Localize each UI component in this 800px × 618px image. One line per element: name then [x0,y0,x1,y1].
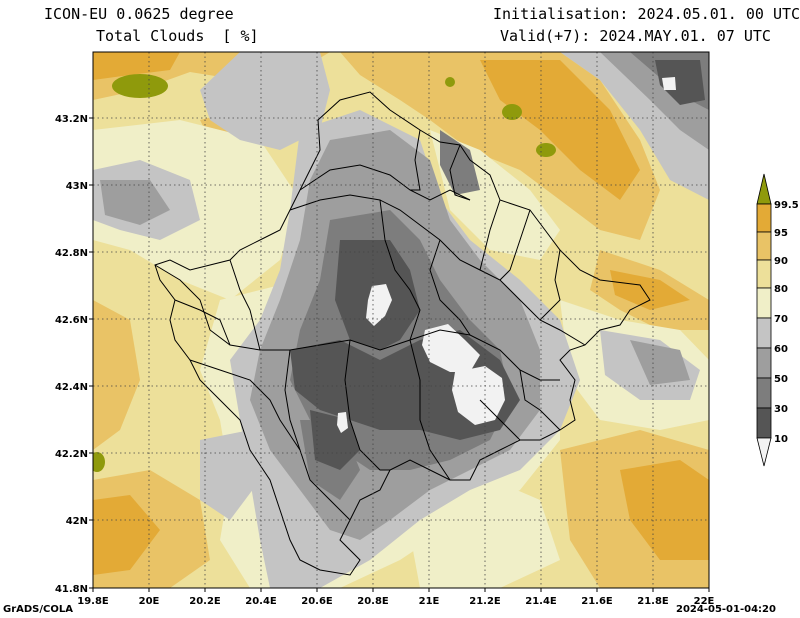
cloud-field [89,52,709,588]
lat-label: 42.2N [55,449,88,460]
lon-label: 20.8E [357,596,389,607]
colorbar-segment [757,260,771,288]
colorbar-segment [757,232,771,260]
lat-label: 42.8N [55,248,88,259]
colorbar-label: 80 [774,284,788,295]
colorbar-segment [757,288,771,318]
colorbar-label: 30 [774,404,788,415]
colorbar-label: 10 [774,434,788,445]
lon-label: 21.4E [525,596,557,607]
colorbar-segment [757,318,771,348]
lat-label: 42.4N [55,382,88,393]
colorbar-segment [757,408,771,438]
lon-label: 21.8E [637,596,669,607]
lon-label: 21.2E [469,596,501,607]
colorbar-label: 60 [774,344,788,355]
lon-label: 20.4E [245,596,277,607]
lon-label: 20.6E [301,596,333,607]
colorbar-segment [757,348,771,378]
colorbar-segment [757,204,771,232]
lat-label: 43N [66,181,88,192]
lon-label: 21.6E [581,596,613,607]
colorbar-label: 70 [774,314,788,325]
lon-label: 19.8E [77,596,109,607]
lat-label: 43.2N [55,114,88,125]
lat-label: 42N [66,516,88,527]
lon-label: 20E [139,596,160,607]
lat-label: 41.8N [55,584,88,595]
lon-label: 20.2E [189,596,221,607]
colorbar-top-triangle [757,174,771,204]
colorbar-label: 99.5 [774,200,799,211]
colorbar-segment [757,378,771,408]
lon-label: 21E [419,596,440,607]
render-timestamp: 2024-05-01-04:20 [676,604,776,615]
colorbar [757,174,771,466]
software-credit: GrADS/COLA [3,604,73,615]
colorbar-labels: 99.5 95 90 80 70 60 50 30 10 [774,200,799,445]
colorbar-label: 50 [774,374,788,385]
colorbar-label: 95 [774,228,788,239]
lat-label: 42.6N [55,315,88,326]
colorbar-bottom-triangle [757,438,771,466]
colorbar-label: 90 [774,256,788,267]
